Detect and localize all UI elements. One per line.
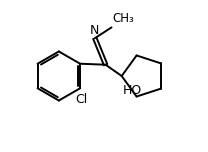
Text: CH₃: CH₃	[113, 12, 134, 25]
Text: HO: HO	[123, 84, 142, 97]
Text: Cl: Cl	[75, 93, 87, 106]
Text: N: N	[90, 24, 99, 37]
